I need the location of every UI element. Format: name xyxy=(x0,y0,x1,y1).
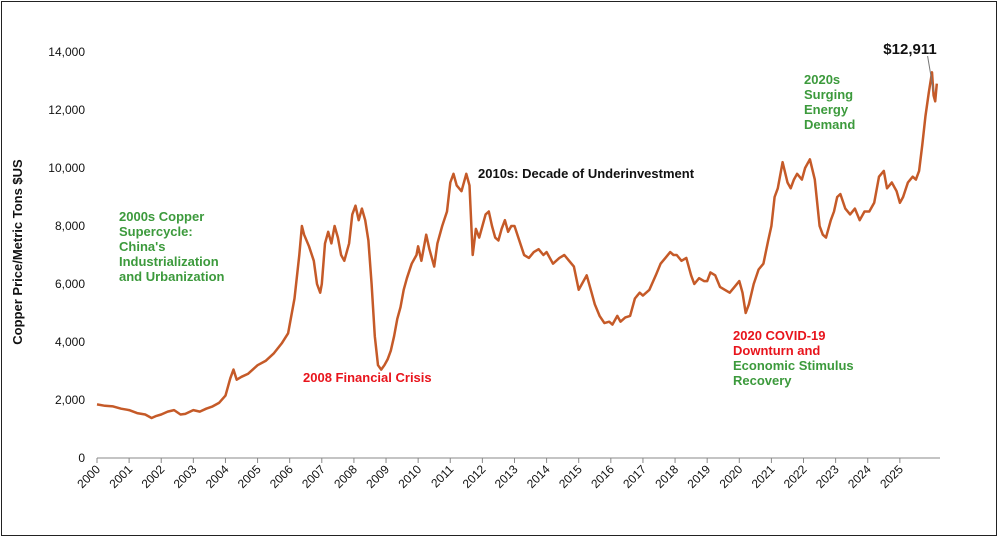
price-label: $12,911 xyxy=(883,41,936,58)
y-tick-label: 6,000 xyxy=(55,277,85,291)
x-tick-label: 2015 xyxy=(556,462,585,491)
annotation-supercycle-line: Industrialization xyxy=(119,254,219,269)
x-tick-label: 2017 xyxy=(620,462,649,491)
x-tick-label: 2024 xyxy=(845,462,874,491)
price-callout-line xyxy=(927,55,935,92)
annotation-covid-downturn-line: 2020 COVID-19 xyxy=(733,328,826,343)
annotation-energy-demand: 2020s Surging Energy Demand xyxy=(804,72,855,132)
annotation-supercycle-line: and Urbanization xyxy=(119,269,225,284)
y-tick-label: 10,000 xyxy=(48,161,85,175)
x-tick-label: 2010 xyxy=(395,462,424,491)
x-tick-label: 2002 xyxy=(139,462,168,491)
x-tick-label: 2000 xyxy=(74,462,103,491)
annotation-supercycle: 2000s Copper Supercycle: China's Industrial… xyxy=(119,209,225,284)
annotation-supercycle-line: Supercycle: xyxy=(119,224,193,239)
annotations: $12,911 2000s Copper Supercycle: China's Ind… xyxy=(119,41,937,388)
x-tick-label: 2009 xyxy=(363,462,392,491)
x-tick-label: 2014 xyxy=(524,462,553,491)
x-tick-label: 2004 xyxy=(203,462,232,491)
copper-price-line xyxy=(96,71,939,420)
y-tick-label: 8,000 xyxy=(55,219,85,233)
y-tick-label: 0 xyxy=(78,451,85,465)
y-tick-label: 12,000 xyxy=(48,103,85,117)
x-tick-label: 2025 xyxy=(877,462,906,491)
x-tick-label: 2003 xyxy=(171,462,200,491)
y-tick-label: 4,000 xyxy=(55,335,85,349)
annotation-underinvestment-line: 2010s: Decade of Underinvestment xyxy=(478,166,695,181)
annotation-stimulus-recovery-line: Economic Stimulus xyxy=(733,358,854,373)
x-tick-label: 2023 xyxy=(813,462,842,491)
x-tick-label: 2021 xyxy=(749,462,778,491)
x-tick-label: 2020 xyxy=(717,462,746,491)
x-tick-label: 2019 xyxy=(685,462,714,491)
x-tick-label: 2013 xyxy=(492,462,521,491)
x-tick-label: 2008 xyxy=(331,462,360,491)
annotation-energy-demand-line: Surging xyxy=(804,87,853,102)
annotation-financial-crisis-line: 2008 Financial Crisis xyxy=(303,370,432,385)
annotation-covid-downturn: 2020 COVID-19 Downturn and xyxy=(733,328,826,358)
annotation-supercycle-line: 2000s Copper xyxy=(119,209,204,224)
x-tick-label: 2016 xyxy=(588,462,617,491)
annotation-energy-demand-line: Energy xyxy=(804,102,849,117)
x-tick-label: 2005 xyxy=(235,462,264,491)
annotation-covid-downturn-line: Downturn and xyxy=(733,343,820,358)
annotation-underinvestment: 2010s: Decade of Underinvestment xyxy=(478,166,695,181)
x-tick-label: 2006 xyxy=(267,462,296,491)
y-tick-label: 2,000 xyxy=(55,393,85,407)
x-tick-label: 2011 xyxy=(428,462,456,490)
x-tick-label: 2018 xyxy=(652,462,681,491)
y-tick-label: 14,000 xyxy=(48,45,85,59)
annotation-energy-demand-line: Demand xyxy=(804,117,855,132)
annotation-financial-crisis: 2008 Financial Crisis xyxy=(303,370,432,385)
x-tick-label: 2022 xyxy=(781,462,810,491)
x-tick-label: 2007 xyxy=(299,462,328,491)
x-tick-label: 2012 xyxy=(460,462,489,491)
annotation-energy-demand-line: 2020s xyxy=(804,72,840,87)
y-tick-labels: 0 2,000 4,000 6,000 8,000 10,000 12,000 14,000 xyxy=(48,45,85,465)
x-tick-labels: 2000 2001 2002 2003 2004 2005 2006 2007 2008 2009… xyxy=(74,458,906,491)
x-tick-label: 2001 xyxy=(106,462,135,491)
annotation-stimulus-recovery-line: Recovery xyxy=(733,373,792,388)
annotation-stimulus-recovery: Economic Stimulus Recovery xyxy=(733,358,854,388)
y-axis-label: Copper Price/Metric Tons $US xyxy=(10,159,25,345)
annotation-supercycle-line: China's xyxy=(119,239,165,254)
